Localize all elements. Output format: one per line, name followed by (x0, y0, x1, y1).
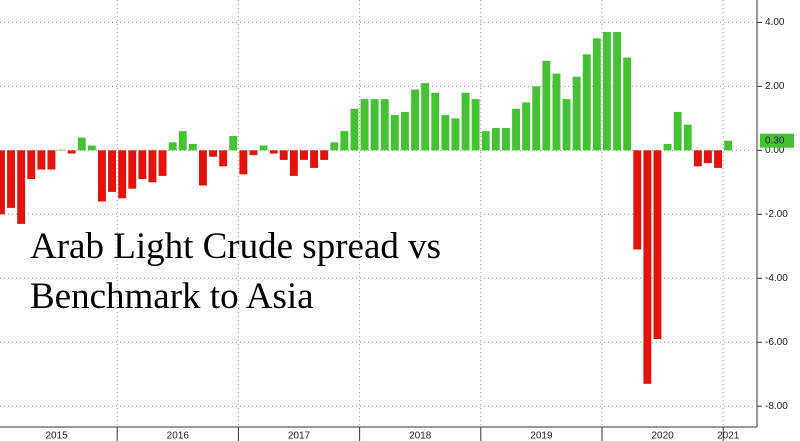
current-value-label: 0.30 (765, 135, 785, 146)
bar (259, 145, 268, 151)
bar (350, 108, 359, 151)
bar (340, 131, 349, 151)
bar (714, 150, 722, 168)
bar (188, 143, 197, 151)
bar (249, 150, 258, 156)
bar (522, 102, 531, 151)
bar (603, 31, 611, 151)
bar (57, 149, 66, 151)
y-tick-label: -2.00 (765, 209, 788, 220)
bar (623, 57, 632, 151)
bar (87, 145, 96, 151)
bar (643, 150, 652, 384)
bar (47, 150, 56, 170)
bar (7, 150, 15, 208)
y-tick-label: 4.00 (765, 17, 785, 28)
bar (158, 150, 167, 176)
bar (77, 137, 86, 151)
bar (724, 140, 733, 151)
x-tick-label: 2019 (530, 431, 553, 441)
bar (98, 150, 106, 202)
bar (239, 150, 248, 175)
bar (320, 150, 329, 160)
bar (431, 92, 440, 151)
bar (683, 124, 692, 151)
y-tick-label: 0.00 (765, 145, 785, 156)
bar (148, 150, 157, 183)
bar (219, 150, 228, 167)
bar (27, 150, 36, 180)
bar (441, 115, 450, 151)
bar (128, 150, 137, 189)
x-tick-label: 2018 (409, 431, 432, 441)
chart-title: Arab Light Crude spread vs (30, 226, 441, 267)
bar (289, 150, 298, 176)
bar (562, 99, 571, 151)
bar (502, 127, 510, 151)
bar (481, 131, 490, 151)
bar (229, 135, 238, 151)
bar (704, 150, 712, 164)
x-tick-label: 2016 (167, 431, 190, 441)
bar (451, 118, 460, 151)
bar (168, 142, 177, 151)
bar (310, 150, 318, 168)
bar (461, 92, 470, 151)
bar (279, 150, 288, 160)
x-tick-label: 2020 (651, 431, 674, 441)
y-tick-label: -8.00 (765, 401, 788, 412)
bar (300, 150, 308, 160)
bar (178, 131, 187, 151)
bar (491, 127, 500, 151)
y-tick-label: -6.00 (765, 337, 788, 348)
bar (471, 99, 480, 151)
bar (370, 99, 379, 151)
bar (411, 89, 419, 151)
bar (380, 99, 389, 151)
bar (401, 111, 409, 151)
bar (633, 150, 642, 250)
bar (572, 76, 581, 151)
x-tick-label: 2015 (45, 431, 68, 441)
bar (592, 38, 601, 151)
bar (552, 73, 561, 151)
bar (108, 150, 116, 192)
bar (138, 150, 147, 180)
bar (532, 86, 541, 151)
bar (421, 83, 430, 151)
bar (512, 108, 520, 151)
bar (390, 115, 399, 151)
x-tick-label: 2017 (288, 431, 311, 441)
y-tick-label: -4.00 (765, 273, 788, 284)
current-value-box (760, 133, 794, 148)
bar (209, 150, 217, 157)
bar (360, 99, 369, 151)
chart-title: Benchmark to Asia (30, 276, 314, 317)
bar (653, 150, 662, 340)
bar (0, 150, 5, 215)
bar (67, 150, 76, 154)
bar (673, 111, 682, 151)
bar (17, 150, 26, 224)
bar (693, 150, 702, 167)
bar (613, 31, 621, 151)
bar (118, 150, 127, 199)
bar (37, 150, 46, 170)
bar (663, 143, 672, 151)
x-tick-label: 2021 (717, 431, 740, 441)
bar (330, 142, 339, 151)
y-tick-label: 2.00 (765, 81, 785, 92)
bar (269, 150, 278, 154)
bar (199, 150, 207, 186)
bar (542, 60, 551, 151)
bar (582, 54, 591, 151)
